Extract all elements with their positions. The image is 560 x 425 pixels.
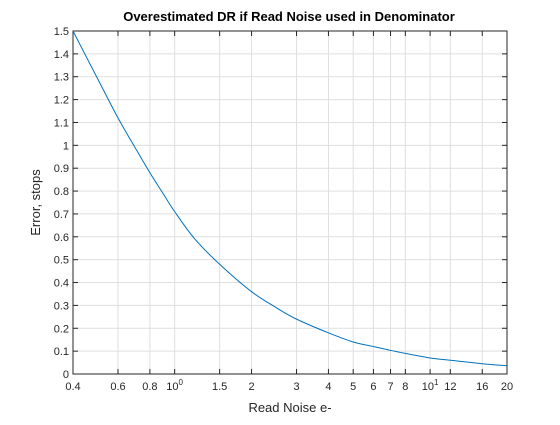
x-tick-label: 7 xyxy=(387,381,393,393)
grid xyxy=(72,30,508,375)
x-tick-label: 3 xyxy=(293,381,299,393)
x-tick-label: 1.5 xyxy=(212,381,227,393)
y-axis-label: Error, stops xyxy=(28,169,43,236)
x-tick-label: 100 xyxy=(166,378,183,393)
x-tick-label: 2 xyxy=(248,381,254,393)
x-tick-exponent: 0 xyxy=(179,378,184,387)
y-tick-label: 1.4 xyxy=(54,49,69,61)
y-tick-label: 0.1 xyxy=(54,346,69,358)
chart-title: Overestimated DR if Read Noise used in D… xyxy=(123,9,455,24)
y-tick-label: 0.9 xyxy=(54,163,69,175)
x-tick-exponent: 1 xyxy=(434,378,439,387)
x-tick-label: 0.4 xyxy=(65,381,80,393)
series-line-0 xyxy=(72,30,508,367)
y-tick-label: 1.1 xyxy=(54,117,69,129)
y-tick-label: 0 xyxy=(63,369,69,381)
y-tick-label: 0.3 xyxy=(54,300,69,312)
y-tick-label: 1.3 xyxy=(54,72,69,84)
y-tick-label: 1.2 xyxy=(54,95,69,107)
plot-area-frame xyxy=(72,30,508,375)
x-tick-label: 6 xyxy=(370,381,376,393)
x-tick-label: 0.6 xyxy=(110,381,125,393)
x-tick-label: 4 xyxy=(325,381,331,393)
x-tick-label: 0.8 xyxy=(142,381,157,393)
x-tick-label: 12 xyxy=(444,381,456,393)
y-tick-label: 0.4 xyxy=(54,278,69,290)
y-tick-label: 0.6 xyxy=(54,232,69,244)
y-tick-label: 0.2 xyxy=(54,323,69,335)
y-tick-label: 0.5 xyxy=(54,255,69,267)
x-tick-label: 101 xyxy=(422,378,439,393)
x-axis-label: Read Noise e- xyxy=(248,400,331,415)
y-tick-label: 1.5 xyxy=(54,26,69,38)
y-tick-label: 0.8 xyxy=(54,186,69,198)
x-tick-label: 8 xyxy=(402,381,408,393)
x-tick-label: 16 xyxy=(476,381,488,393)
series-layer xyxy=(72,30,508,367)
ticks: 0.4 0.6 0.8 100 1.5 2 3 4 5 6 7 8 101 12 16 2000.10.20.… xyxy=(54,26,513,393)
y-tick-label: 0.7 xyxy=(54,209,69,221)
x-tick-label: 20 xyxy=(501,381,513,393)
x-tick-label: 5 xyxy=(350,381,356,393)
y-tick-label: 1 xyxy=(63,140,69,152)
